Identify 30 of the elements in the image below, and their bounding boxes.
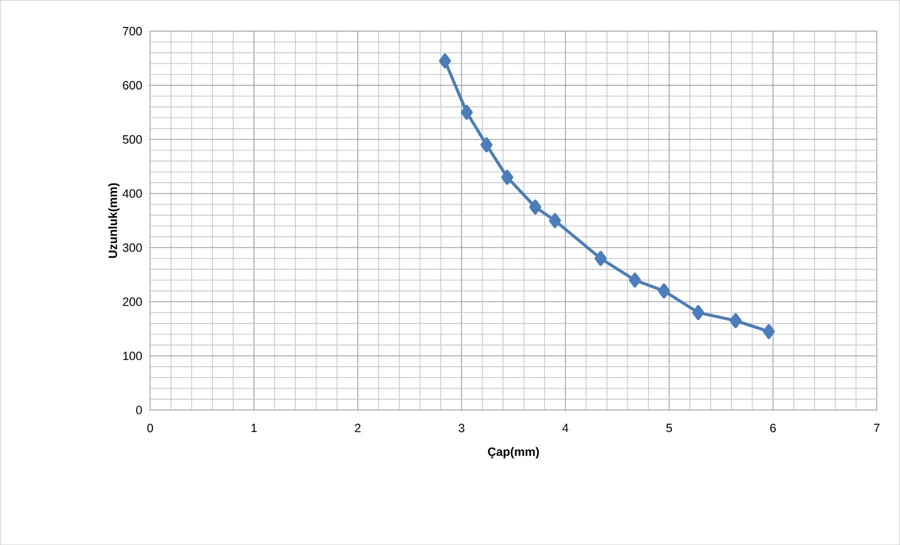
x-tick-label: 3 bbox=[458, 424, 464, 432]
point bbox=[762, 324, 775, 339]
y-tick-label: 600 bbox=[122, 80, 142, 90]
point bbox=[658, 283, 670, 298]
y-tick-label: 400 bbox=[122, 189, 142, 198]
x-tick-label: 5 bbox=[666, 424, 672, 432]
point bbox=[438, 53, 451, 68]
y-tick-label: 200 bbox=[122, 297, 142, 306]
y-tick-label: 700 bbox=[122, 26, 142, 36]
point bbox=[594, 250, 607, 266]
y-axis-title: Uzunluk(mm) bbox=[108, 183, 120, 258]
x-tick-label: 7 bbox=[874, 424, 880, 432]
point bbox=[730, 313, 742, 328]
x-tick-label: 4 bbox=[562, 424, 568, 432]
y-tick-label: 300 bbox=[122, 243, 142, 252]
x-axis-title: Çap(mm) bbox=[488, 447, 539, 458]
y-tick-label: 100 bbox=[123, 352, 142, 360]
point bbox=[501, 170, 514, 185]
x-tick-label: 0 bbox=[147, 424, 154, 432]
point bbox=[460, 104, 473, 120]
point bbox=[628, 272, 641, 288]
x-tick-label: 1 bbox=[252, 424, 257, 432]
point bbox=[529, 200, 542, 214]
y-tick-label: 0 bbox=[136, 406, 142, 414]
x-tick-label: 6 bbox=[770, 424, 776, 432]
y-tick-label: 500 bbox=[122, 135, 142, 144]
x-tick-label: 2 bbox=[355, 424, 360, 432]
point bbox=[548, 213, 561, 228]
point bbox=[480, 137, 492, 152]
point bbox=[692, 305, 704, 320]
